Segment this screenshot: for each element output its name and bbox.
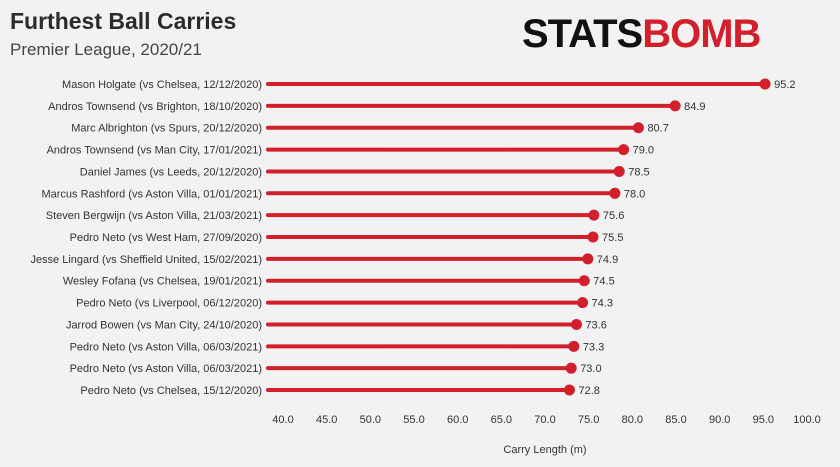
value-label: 80.7 xyxy=(647,123,668,135)
value-label: 73.6 xyxy=(585,319,606,331)
category-label: Jesse Lingard (vs Sheffield United, 15/0… xyxy=(30,254,262,266)
value-label: 95.2 xyxy=(774,79,795,91)
value-label: 79.0 xyxy=(633,145,654,157)
x-tick-label: 60.0 xyxy=(447,414,468,426)
logo-bomb-text: BOMB xyxy=(642,12,761,56)
x-tick-label: 65.0 xyxy=(491,414,512,426)
bar-end-dot xyxy=(759,78,771,90)
bar-end-dot xyxy=(582,253,594,265)
statsbomb-logo: STATSBOMB xyxy=(522,12,761,56)
x-tick-label: 70.0 xyxy=(534,414,555,426)
x-tick-label: 40.0 xyxy=(272,414,293,426)
x-tick-label: 85.0 xyxy=(665,414,686,426)
value-label: 74.9 xyxy=(597,254,618,266)
category-label: Pedro Neto (vs West Ham, 27/09/2020) xyxy=(70,232,262,244)
category-label: Pedro Neto (vs Aston Villa, 06/03/2021) xyxy=(70,341,262,353)
category-label: Wesley Fofana (vs Chelsea, 19/01/2021) xyxy=(63,276,262,288)
category-label: Marcus Rashford (vs Aston Villa, 01/01/2… xyxy=(41,188,262,200)
value-label: 75.5 xyxy=(602,232,623,244)
logo-stats-text: STATS xyxy=(522,12,643,56)
bar-end-dot xyxy=(577,297,589,309)
category-label: Mason Holgate (vs Chelsea, 12/12/2020) xyxy=(62,79,262,91)
bar-end-dot xyxy=(587,231,599,243)
bar-end-dot xyxy=(669,100,681,112)
category-label: Andros Townsend (vs Man City, 17/01/2021… xyxy=(47,145,262,157)
category-label: Steven Bergwijn (vs Aston Villa, 21/03/2… xyxy=(46,210,262,222)
bar-end-dot xyxy=(565,362,577,374)
x-tick-label: 80.0 xyxy=(622,414,643,426)
x-tick-label: 100.0 xyxy=(793,414,821,426)
value-label: 74.3 xyxy=(592,298,613,310)
x-tick-label: 95.0 xyxy=(753,414,774,426)
value-label: 73.0 xyxy=(580,363,601,375)
bar-end-dot xyxy=(563,384,575,396)
category-label: Pedro Neto (vs Chelsea, 15/12/2020) xyxy=(80,385,262,397)
value-label: 84.9 xyxy=(684,101,705,113)
value-label: 78.5 xyxy=(628,166,649,178)
bar-end-dot xyxy=(570,318,582,330)
bar-end-dot xyxy=(609,187,621,199)
bar-end-dot xyxy=(613,165,625,177)
x-tick-label: 45.0 xyxy=(316,414,337,426)
x-axis-label: Carry Length (m) xyxy=(503,444,586,456)
x-tick-label: 50.0 xyxy=(360,414,381,426)
category-label: Andros Townsend (vs Brighton, 18/10/2020… xyxy=(48,101,262,113)
bar-end-dot xyxy=(588,209,600,221)
bar-end-dot xyxy=(578,275,590,287)
chart-title: Furthest Ball Carries xyxy=(10,8,237,34)
bar-end-dot xyxy=(568,340,580,352)
value-label: 72.8 xyxy=(578,385,599,397)
x-tick-label: 55.0 xyxy=(403,414,424,426)
bar-end-dot xyxy=(618,144,630,156)
category-label: Daniel James (vs Leeds, 20/12/2020) xyxy=(80,166,262,178)
x-tick-label: 90.0 xyxy=(709,414,730,426)
x-tick-label: 75.0 xyxy=(578,414,599,426)
chart-subtitle: Premier League, 2020/21 xyxy=(10,40,202,59)
value-label: 73.3 xyxy=(583,341,604,353)
value-label: 74.5 xyxy=(593,276,614,288)
value-label: 75.6 xyxy=(603,210,624,222)
category-label: Pedro Neto (vs Aston Villa, 06/03/2021) xyxy=(70,363,262,375)
category-label: Pedro Neto (vs Liverpool, 06/12/2020) xyxy=(76,298,262,310)
category-label: Marc Albrighton (vs Spurs, 20/12/2020) xyxy=(71,123,262,135)
category-label: Jarrod Bowen (vs Man City, 24/10/2020) xyxy=(66,319,262,331)
bar-end-dot xyxy=(632,122,644,134)
value-label: 78.0 xyxy=(624,188,645,200)
